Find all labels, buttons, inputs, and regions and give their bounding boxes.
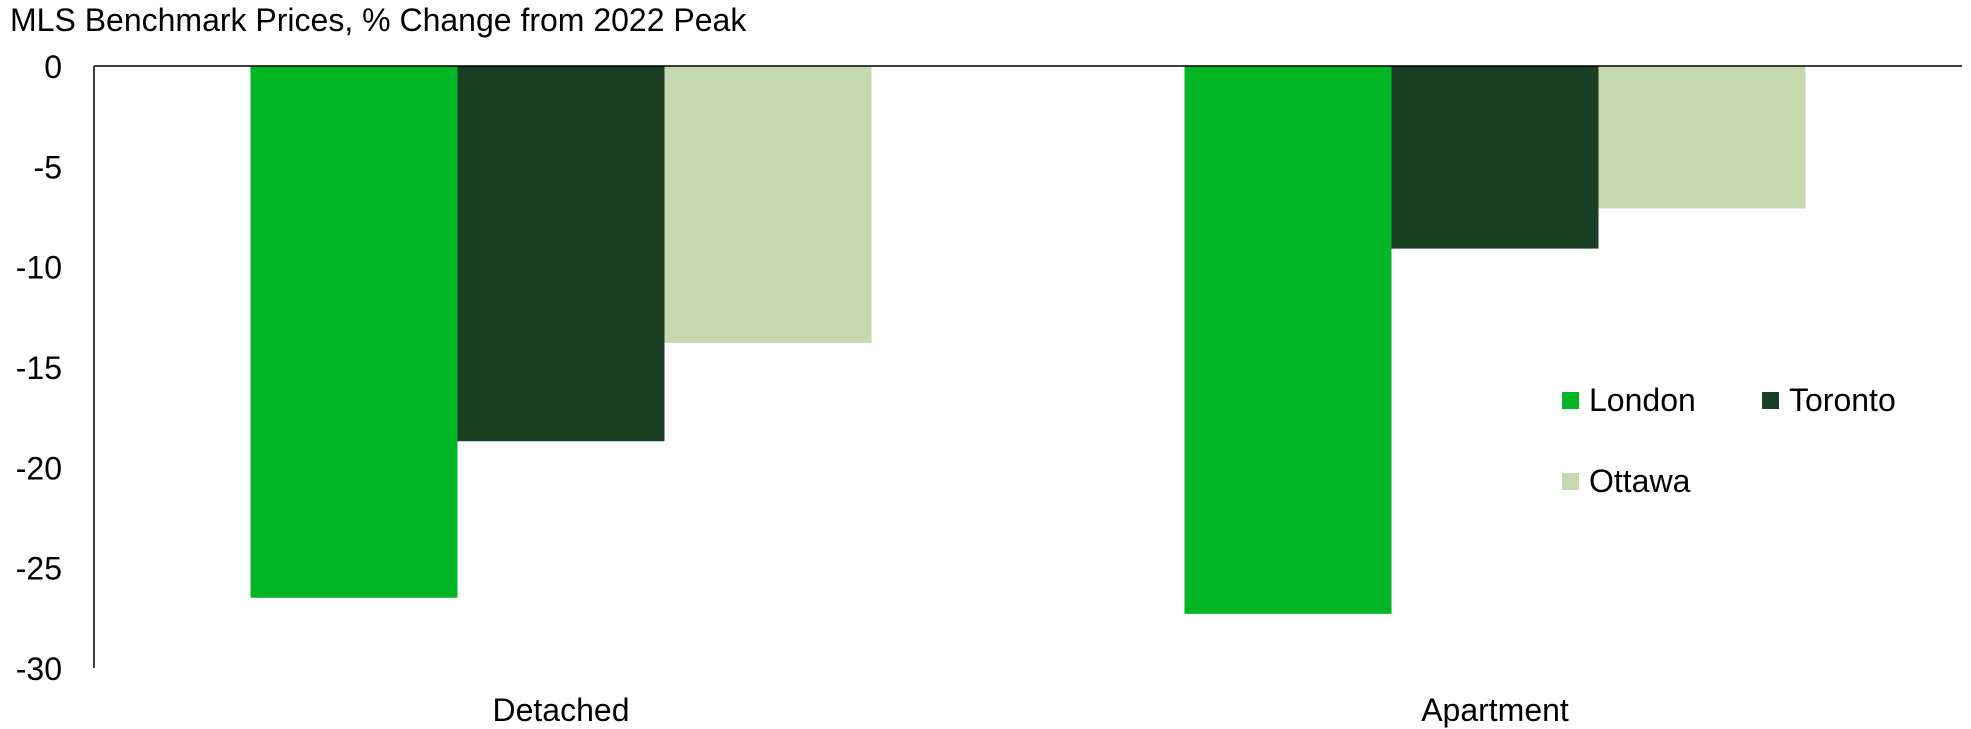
bar-ottawa-detached (664, 66, 872, 343)
y-tick-label: -15 (16, 350, 62, 386)
y-tick-label: -20 (16, 450, 62, 486)
bar-toronto-detached (457, 66, 665, 442)
x-category-label: Apartment (1421, 692, 1569, 728)
legend: London Toronto Ottawa (1562, 382, 1896, 499)
x-axis: Detached Apartment (94, 65, 1962, 728)
y-tick-label: 0 (44, 49, 62, 85)
bar-london-detached (250, 66, 458, 598)
legend-swatch (1762, 392, 1779, 409)
legend-label: Toronto (1789, 382, 1896, 418)
y-tick-label: -25 (16, 551, 62, 587)
bars (250, 66, 1806, 614)
legend-item-london: London (1562, 382, 1696, 418)
chart-title: MLS Benchmark Prices, % Change from 2022… (10, 2, 747, 38)
y-tick-label: -30 (16, 651, 62, 687)
y-tick-label: -10 (16, 250, 62, 286)
legend-label: London (1589, 382, 1696, 418)
bar-london-apartment (1184, 66, 1392, 614)
bar-ottawa-apartment (1598, 66, 1806, 209)
y-axis: 0 -5 -10 -15 -20 -25 -30 (16, 49, 95, 687)
y-tick-label: -5 (34, 149, 62, 185)
legend-label: Ottawa (1589, 463, 1691, 499)
legend-swatch (1562, 473, 1579, 490)
legend-swatch (1562, 392, 1579, 409)
legend-item-ottawa: Ottawa (1562, 463, 1691, 499)
x-category-label: Detached (493, 692, 630, 728)
bar-toronto-apartment (1391, 66, 1599, 249)
legend-item-toronto: Toronto (1762, 382, 1896, 418)
